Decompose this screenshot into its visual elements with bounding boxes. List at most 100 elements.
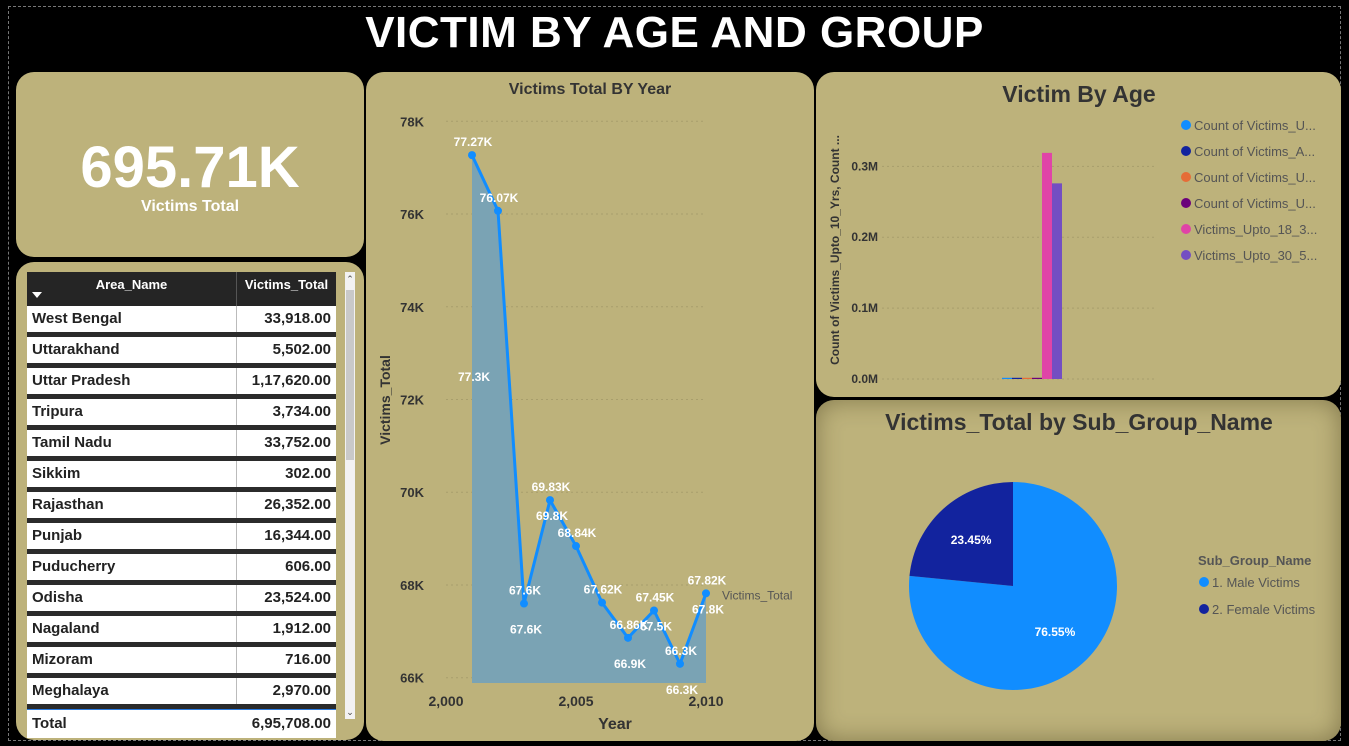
victims-total-cell: 23,524.00: [264, 589, 331, 606]
slice-label: 76.55%: [1035, 625, 1076, 639]
victims-total-cell: 33,918.00: [264, 310, 331, 327]
victims-total-cell: 16,344.00: [264, 527, 331, 544]
table-row[interactable]: Odisha 23,524.00: [27, 585, 336, 616]
data-label: 66.86K: [610, 618, 649, 632]
data-point[interactable]: [702, 589, 710, 598]
table-row[interactable]: Puducherry 606.00: [27, 554, 336, 585]
table-row[interactable]: Mizoram 716.00: [27, 647, 336, 678]
table-row[interactable]: Tripura 3,734.00: [27, 399, 336, 430]
y-tick-label: 66K: [400, 671, 424, 686]
column-header-victims-total[interactable]: Victims_Total: [244, 277, 329, 292]
legend-marker[interactable]: [1181, 198, 1191, 208]
table-row[interactable]: Rajasthan 26,352.00: [27, 492, 336, 523]
legend-marker[interactable]: [1181, 146, 1191, 156]
bar[interactable]: [1012, 377, 1022, 379]
scrollbar-thumb[interactable]: [346, 290, 354, 460]
bar[interactable]: [1022, 377, 1032, 379]
table-row[interactable]: Uttarakhand 5,502.00: [27, 337, 336, 368]
area-data-label: 67.6K: [510, 623, 542, 637]
legend-label[interactable]: Victims_Upto_30_5...: [1194, 248, 1317, 263]
y-tick-label: 78K: [400, 114, 424, 129]
legend-label[interactable]: Count of Victims_U...: [1194, 196, 1316, 211]
victims-total-cell: 716.00: [285, 651, 331, 668]
area-name-cell: Sikkim: [27, 461, 237, 487]
area-name-cell: Rajasthan: [27, 492, 237, 518]
table-row[interactable]: Nagaland 1,912.00: [27, 616, 336, 647]
area-data-label: 69.8K: [536, 509, 568, 523]
victims-total-cell: 5,502.00: [272, 341, 331, 358]
data-point[interactable]: [546, 496, 554, 505]
data-point[interactable]: [598, 598, 606, 607]
legend-marker[interactable]: [1181, 224, 1191, 234]
data-point[interactable]: [624, 633, 632, 642]
table-row[interactable]: Punjab 16,344.00: [27, 523, 336, 554]
area-data-label: 67.8K: [692, 602, 724, 616]
scroll-down-icon[interactable]: ⌄: [346, 707, 354, 717]
data-label: 67.82K: [688, 573, 727, 587]
legend-marker[interactable]: [1181, 172, 1191, 182]
y-axis-title: Count of Victims_Upto_10_Yrs, Count ...: [828, 135, 842, 365]
bar[interactable]: [1032, 377, 1042, 379]
bar-chart: Victim By Age 0.0M 0.1M 0.2M 0.3M Count of Vi…: [828, 81, 1317, 386]
scroll-up-icon[interactable]: ⌃: [346, 274, 354, 284]
x-axis-title: Year: [598, 716, 632, 733]
data-label: 66.3K: [665, 644, 697, 658]
y-tick-label: 72K: [400, 393, 424, 408]
legend-marker[interactable]: [1199, 577, 1209, 587]
legend-label[interactable]: 1. Male Victims: [1212, 575, 1300, 590]
data-point[interactable]: [676, 659, 684, 668]
table-row[interactable]: Uttar Pradesh 1,17,620.00: [27, 368, 336, 399]
victims-total-cell: 2,970.00: [272, 682, 331, 699]
line-chart: Victims Total BY Year 66K 68K 70K 72K 74K 76K 7…: [377, 81, 792, 733]
data-label: 69.83K: [532, 480, 571, 494]
y-tick-label: 74K: [400, 300, 424, 315]
area-name-cell: Uttarakhand: [27, 337, 237, 363]
y-tick-label: 0.2M: [851, 230, 878, 244]
legend-label[interactable]: Victims_Upto_18_3...: [1194, 222, 1317, 237]
series-line: [470, 154, 708, 668]
data-point[interactable]: [650, 606, 658, 615]
y-tick-label: 70K: [400, 485, 424, 500]
victims-total-cell: 33,752.00: [264, 434, 331, 451]
table-row[interactable]: Tamil Nadu 33,752.00: [27, 430, 336, 461]
legend-label[interactable]: Count of Victims_A...: [1194, 144, 1315, 159]
column-header-area-name[interactable]: Area_Name: [27, 272, 237, 306]
age-chart-card[interactable]: Victim By Age 0.0M 0.1M 0.2M 0.3M Count of Vi…: [816, 72, 1341, 397]
legend-marker[interactable]: [1181, 120, 1191, 130]
bar[interactable]: [1052, 183, 1062, 379]
area-name-cell: Tamil Nadu: [27, 430, 237, 456]
area-name-cell: Mizoram: [27, 647, 237, 673]
legend-marker[interactable]: [1181, 250, 1191, 260]
legend-label[interactable]: Count of Victims_U...: [1194, 118, 1316, 133]
legend-label[interactable]: Count of Victims_U...: [1194, 170, 1316, 185]
table-body: West Bengal 33,918.00 Uttarakhand 5,502.00 U…: [27, 306, 336, 709]
line-chart-card[interactable]: Victims Total BY Year 66K 68K 70K 72K 74K 76K 7…: [366, 72, 814, 741]
column-header-label: Area_Name: [95, 277, 168, 292]
bar[interactable]: [1042, 152, 1052, 379]
series-end-label: Victims_Total: [722, 588, 792, 602]
legend-marker[interactable]: [1199, 604, 1209, 614]
table-row[interactable]: Sikkim 302.00: [27, 461, 336, 492]
table-scrollbar[interactable]: ⌃ ⌄: [345, 272, 355, 719]
data-point[interactable]: [494, 206, 502, 215]
bar[interactable]: [1002, 377, 1012, 379]
total-label: Total: [32, 715, 67, 732]
data-point[interactable]: [572, 542, 580, 551]
area-data-label: 67.5K: [640, 619, 672, 633]
table-row[interactable]: Meghalaya 2,970.00: [27, 678, 336, 709]
legend-label[interactable]: 2. Female Victims: [1212, 602, 1316, 617]
x-tick-label: 2,010: [688, 693, 723, 709]
pie-slice[interactable]: [909, 482, 1013, 586]
victims-total-cell: 302.00: [285, 465, 331, 482]
kpi-card[interactable]: 695.71K Victims Total: [16, 72, 364, 257]
data-label: 76.07K: [480, 191, 519, 205]
table-row[interactable]: West Bengal 33,918.00: [27, 306, 336, 337]
area-data-label: 77.3K: [458, 370, 490, 384]
sort-desc-icon[interactable]: [32, 292, 42, 298]
y-tick-label: 0.3M: [851, 159, 878, 173]
area-table-card[interactable]: Area_Name Victims_Total West Bengal 33,91…: [16, 262, 364, 740]
data-point[interactable]: [520, 599, 528, 608]
pie-chart-card[interactable]: Victims_Total by Sub_Group_Name 76.55% 23.…: [816, 400, 1341, 741]
victims-total-cell: 1,912.00: [272, 620, 331, 637]
data-point[interactable]: [468, 151, 476, 160]
